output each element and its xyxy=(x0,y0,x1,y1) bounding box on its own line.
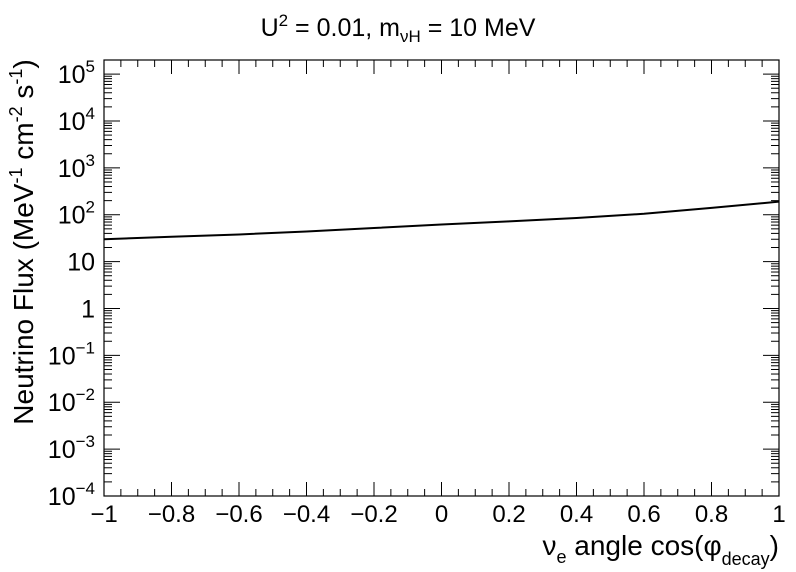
x-tick-label: 1 xyxy=(772,501,785,528)
plot-frame xyxy=(103,59,780,497)
y-tick-label: 10−1 xyxy=(48,338,95,370)
y-tick-label: 102 xyxy=(58,198,95,230)
y-tick-label: 1 xyxy=(81,295,95,323)
x-tick-label: −0.4 xyxy=(283,501,330,528)
tick-labels: −1 −0.8 −0.6 −0.4 −0.2 0 0.2 0.4 0.6 0.8 1 10−4 10−3… xyxy=(48,57,786,528)
y-tick-label: 10−2 xyxy=(48,385,95,417)
x-tick-label: −0.6 xyxy=(215,501,262,528)
y-tick-label: 10 xyxy=(67,249,95,277)
y-tick-label: 104 xyxy=(58,104,95,136)
x-tick-label: −0.8 xyxy=(148,501,195,528)
x-tick-label: 0.2 xyxy=(492,501,525,528)
x-tick-label: 0 xyxy=(435,501,448,528)
x-tick-label: 0.4 xyxy=(560,501,593,528)
series-layer xyxy=(103,200,780,241)
x-tick-label: 0.6 xyxy=(627,501,660,528)
x-axis-label: νe angle cos(φdecay) xyxy=(542,530,779,569)
chart-title: U2 = 0.01, mνH = 10 MeV xyxy=(261,11,536,46)
y-tick-label: 103 xyxy=(58,151,95,183)
y-tick-label: 105 xyxy=(58,57,95,89)
y-tick-label: 10−4 xyxy=(48,479,95,511)
y-axis-label: Neutrino Flux (MeV-1 cm-2 s-1) xyxy=(6,59,39,424)
axis-ticks xyxy=(103,59,780,497)
y-tick-label: 10−3 xyxy=(48,432,95,464)
x-tick-label: 0.8 xyxy=(695,501,728,528)
series-line xyxy=(103,200,780,241)
x-tick-label: −1 xyxy=(90,501,117,528)
x-tick-label: −0.2 xyxy=(350,501,397,528)
